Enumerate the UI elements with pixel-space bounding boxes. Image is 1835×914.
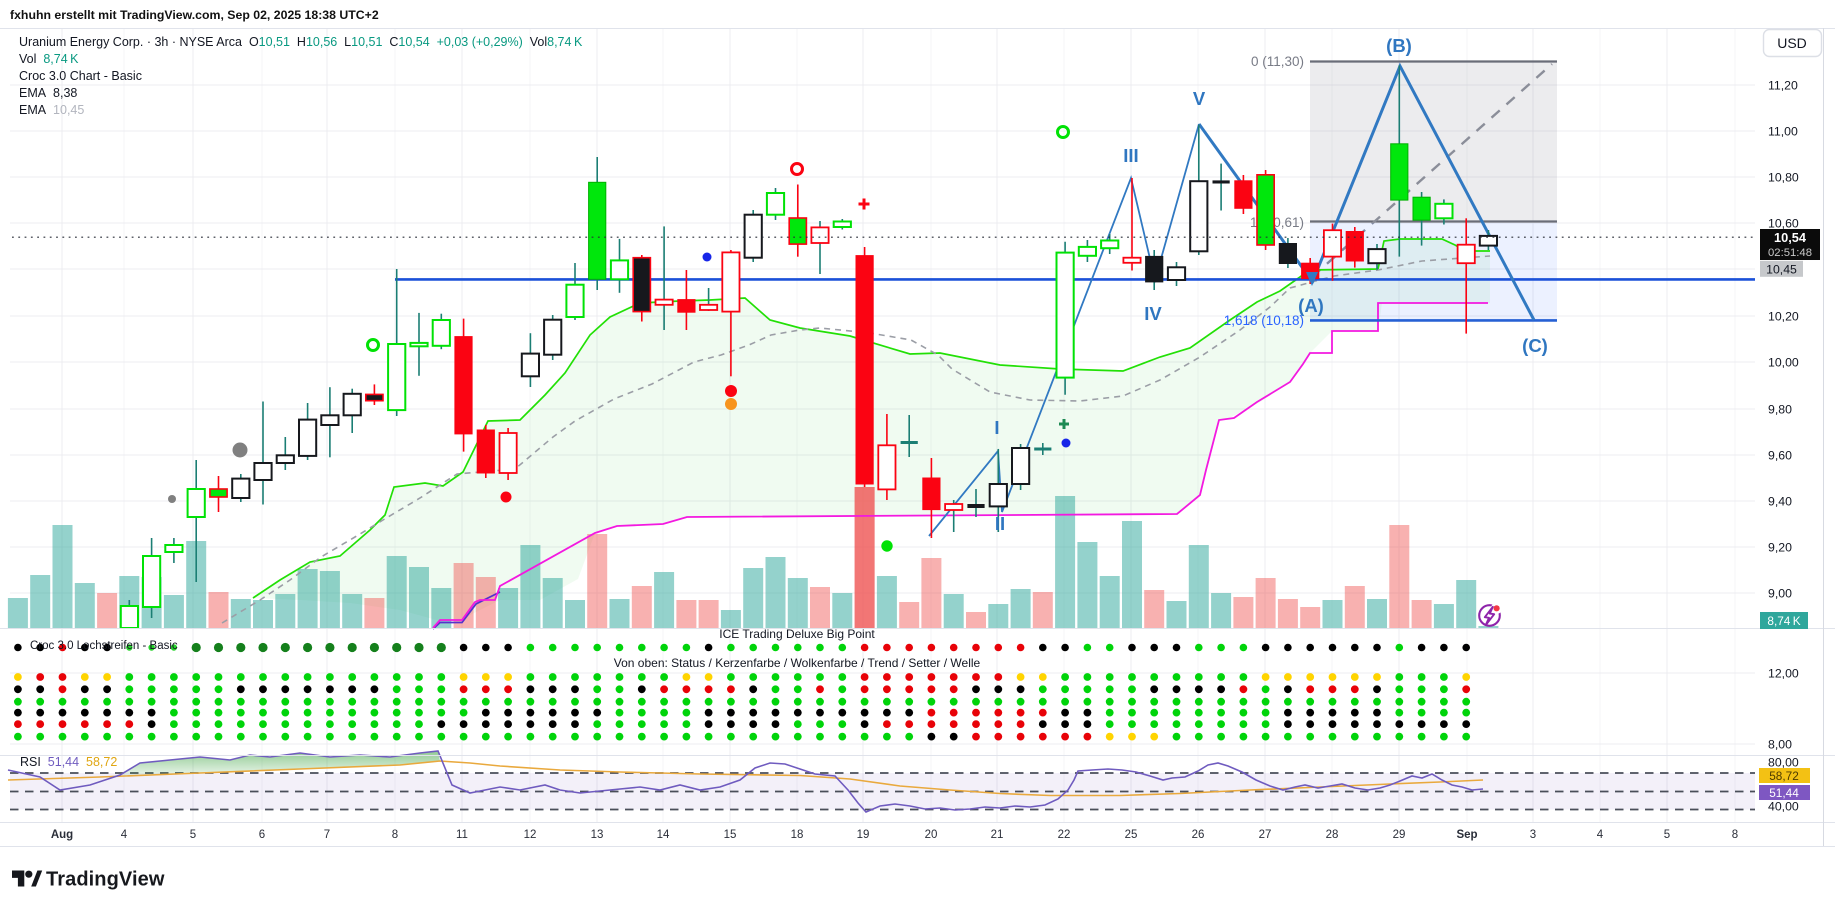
svg-text:15: 15 [724,829,737,841]
svg-text:Uranium Energy Corp. · 3h · NY: Uranium Energy Corp. · 3h · NYSE Arca O1… [19,35,583,49]
svg-text:18: 18 [791,829,804,841]
svg-text:II: II [995,513,1005,534]
svg-text:(C): (C) [1522,335,1548,356]
svg-text:58,72: 58,72 [1769,769,1799,783]
svg-text:EMA 10,45: EMA 10,45 [19,103,84,117]
svg-text:26: 26 [1192,829,1205,841]
svg-text:Croc 3.0 Lochstreifen - Basic: Croc 3.0 Lochstreifen - Basic [30,640,178,652]
svg-text:10,45: 10,45 [1766,262,1797,276]
svg-text:40,00: 40,00 [1768,800,1799,814]
svg-text:5: 5 [1664,829,1670,841]
svg-text:27: 27 [1259,829,1272,841]
svg-text:Croc 3.0 Chart - Basic: Croc 3.0 Chart - Basic [19,69,142,83]
svg-text:29: 29 [1393,829,1406,841]
svg-text:12: 12 [524,829,537,841]
svg-text:Von oben: Status / Kerzenfarbe: Von oben: Status / Kerzenfarbe / Wolkenf… [614,656,981,670]
svg-text:21: 21 [991,829,1004,841]
svg-text:8,74 K: 8,74 K [1767,614,1800,628]
svg-text:fxhuhn erstellt mit TradingVie: fxhuhn erstellt mit TradingView.com, Sep… [10,8,379,22]
svg-text:4: 4 [121,829,128,841]
svg-text:3: 3 [1530,829,1536,841]
svg-text:TradingView: TradingView [46,869,165,891]
svg-text:14: 14 [657,829,670,841]
svg-text:Aug: Aug [51,829,73,841]
svg-text:11,20: 11,20 [1768,79,1798,93]
svg-text:10,80: 10,80 [1768,171,1799,185]
svg-text:(B): (B) [1386,35,1412,56]
svg-text:8: 8 [392,829,398,841]
svg-text:9,00: 9,00 [1768,587,1792,601]
svg-text:9,80: 9,80 [1768,403,1792,417]
svg-text:10,00: 10,00 [1768,356,1799,370]
svg-text:0 (11,30): 0 (11,30) [1251,54,1304,69]
svg-text:22: 22 [1058,829,1071,841]
svg-text:Sep: Sep [1456,829,1477,841]
svg-text:80,00: 80,00 [1768,756,1799,770]
svg-text:02:51:48: 02:51:48 [1768,247,1812,259]
svg-text:19: 19 [857,829,870,841]
svg-text:IV: IV [1144,303,1162,324]
svg-text:9,60: 9,60 [1768,449,1792,463]
svg-text:11: 11 [456,829,468,841]
svg-text:8,00: 8,00 [1768,738,1792,752]
svg-text:USD: USD [1777,35,1807,51]
svg-text:7: 7 [324,829,330,841]
svg-text:Vol 8,74 K: Vol 8,74 K [19,52,79,66]
svg-text:9,40: 9,40 [1768,495,1792,509]
svg-text:51,44: 51,44 [1769,786,1799,800]
svg-text:5: 5 [190,829,196,841]
svg-text:4: 4 [1597,829,1604,841]
svg-text:25: 25 [1125,829,1138,841]
svg-text:6: 6 [259,829,265,841]
svg-text:13: 13 [591,829,604,841]
svg-text:EMA 8,38: EMA 8,38 [19,86,77,100]
svg-text:11,00: 11,00 [1768,125,1798,139]
svg-text:III: III [1123,145,1138,166]
svg-text:1,618 (10,18): 1,618 (10,18) [1224,313,1304,328]
svg-text:V: V [1193,88,1206,109]
svg-text:20: 20 [925,829,938,841]
svg-text:9,20: 9,20 [1768,541,1792,555]
svg-text:RSI 51,44 58,72: RSI 51,44 58,72 [20,755,117,769]
svg-text:10,54: 10,54 [1774,230,1807,245]
svg-text:ICE Trading Deluxe Big Point: ICE Trading Deluxe Big Point [719,627,875,641]
svg-text:10,60: 10,60 [1768,217,1799,231]
svg-text:I: I [994,417,999,438]
svg-text:12,00: 12,00 [1768,667,1799,681]
svg-text:10,20: 10,20 [1768,310,1799,324]
svg-text:8: 8 [1732,829,1738,841]
svg-text:(A): (A) [1298,295,1324,316]
svg-text:28: 28 [1326,829,1339,841]
